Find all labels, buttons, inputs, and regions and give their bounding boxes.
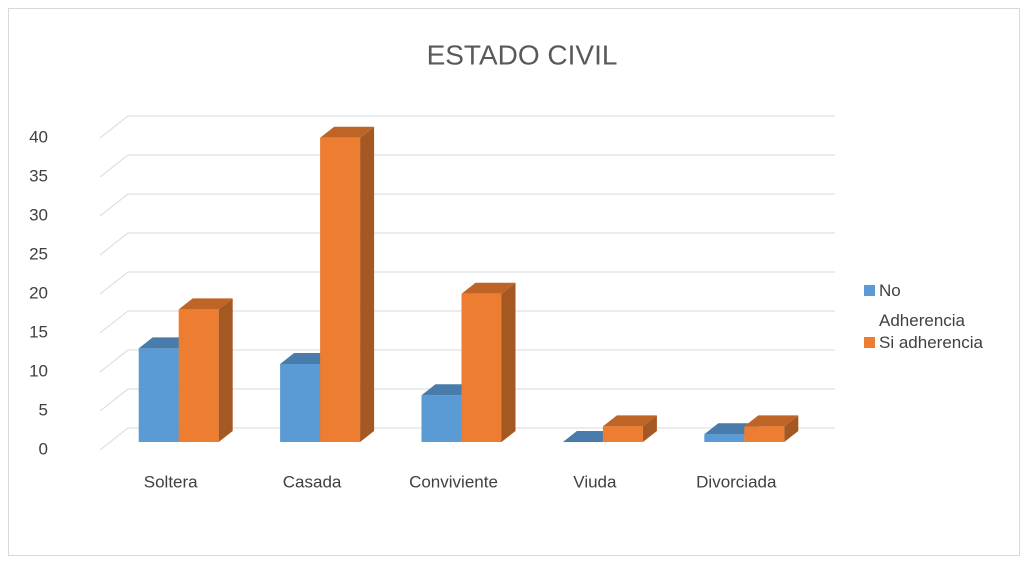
bar-front xyxy=(461,293,502,442)
legend-item: No Adherencia xyxy=(864,276,965,336)
grid-line xyxy=(99,154,835,178)
chart-border xyxy=(8,8,1020,556)
bar-top xyxy=(744,415,799,427)
bar-side xyxy=(360,126,375,443)
bar-front xyxy=(744,426,785,442)
legend-swatch xyxy=(864,285,875,296)
y-tick-label: 10 xyxy=(29,361,48,380)
y-tick-label: 0 xyxy=(39,439,48,458)
legend-swatch xyxy=(864,337,875,348)
x-tick-label: Casada xyxy=(283,472,342,491)
bar xyxy=(744,415,799,442)
x-tick-label: Viuda xyxy=(573,472,617,491)
bar-side xyxy=(218,298,233,442)
grid-line xyxy=(99,310,835,334)
bar xyxy=(320,126,375,443)
bar-front xyxy=(421,395,462,442)
bar-front xyxy=(602,426,643,442)
x-tick-label: Divorciada xyxy=(696,472,777,491)
bar-side xyxy=(642,415,657,442)
bar-front xyxy=(178,309,219,442)
grid-line xyxy=(99,388,835,412)
y-tick-label: 15 xyxy=(29,322,48,341)
grid-line xyxy=(99,427,835,451)
bar-top xyxy=(320,126,375,138)
bar-front xyxy=(280,364,321,442)
x-tick-label: Soltera xyxy=(144,472,198,491)
bar-front xyxy=(704,434,745,442)
grid-line xyxy=(99,232,835,256)
bar xyxy=(602,415,657,442)
bar-front xyxy=(320,137,361,443)
grid-line xyxy=(99,115,835,139)
bar-side xyxy=(501,282,516,442)
grid-line xyxy=(99,271,835,295)
bar-top xyxy=(178,298,233,310)
bar-front xyxy=(138,348,179,442)
chart-title: ESTADO CIVIL xyxy=(427,39,618,70)
x-tick-label: Conviviente xyxy=(409,472,498,491)
y-tick-label: 40 xyxy=(29,127,48,146)
y-tick-label: 35 xyxy=(29,166,48,185)
bar xyxy=(178,298,233,442)
legend-item: Si adherencia xyxy=(864,328,1024,358)
legend-label: Si adherencia xyxy=(879,333,983,352)
bar-side xyxy=(784,415,799,442)
grid-line xyxy=(99,193,835,217)
grid-line xyxy=(99,349,835,373)
bar xyxy=(280,353,335,442)
bar xyxy=(461,282,516,442)
y-tick-label: 5 xyxy=(39,400,48,419)
legend-label: No Adherencia xyxy=(879,281,966,330)
y-tick-label: 30 xyxy=(29,205,48,224)
bar-top xyxy=(602,415,657,427)
bar-top xyxy=(461,282,516,294)
y-tick-label: 20 xyxy=(29,283,48,302)
y-tick-label: 25 xyxy=(29,244,48,263)
